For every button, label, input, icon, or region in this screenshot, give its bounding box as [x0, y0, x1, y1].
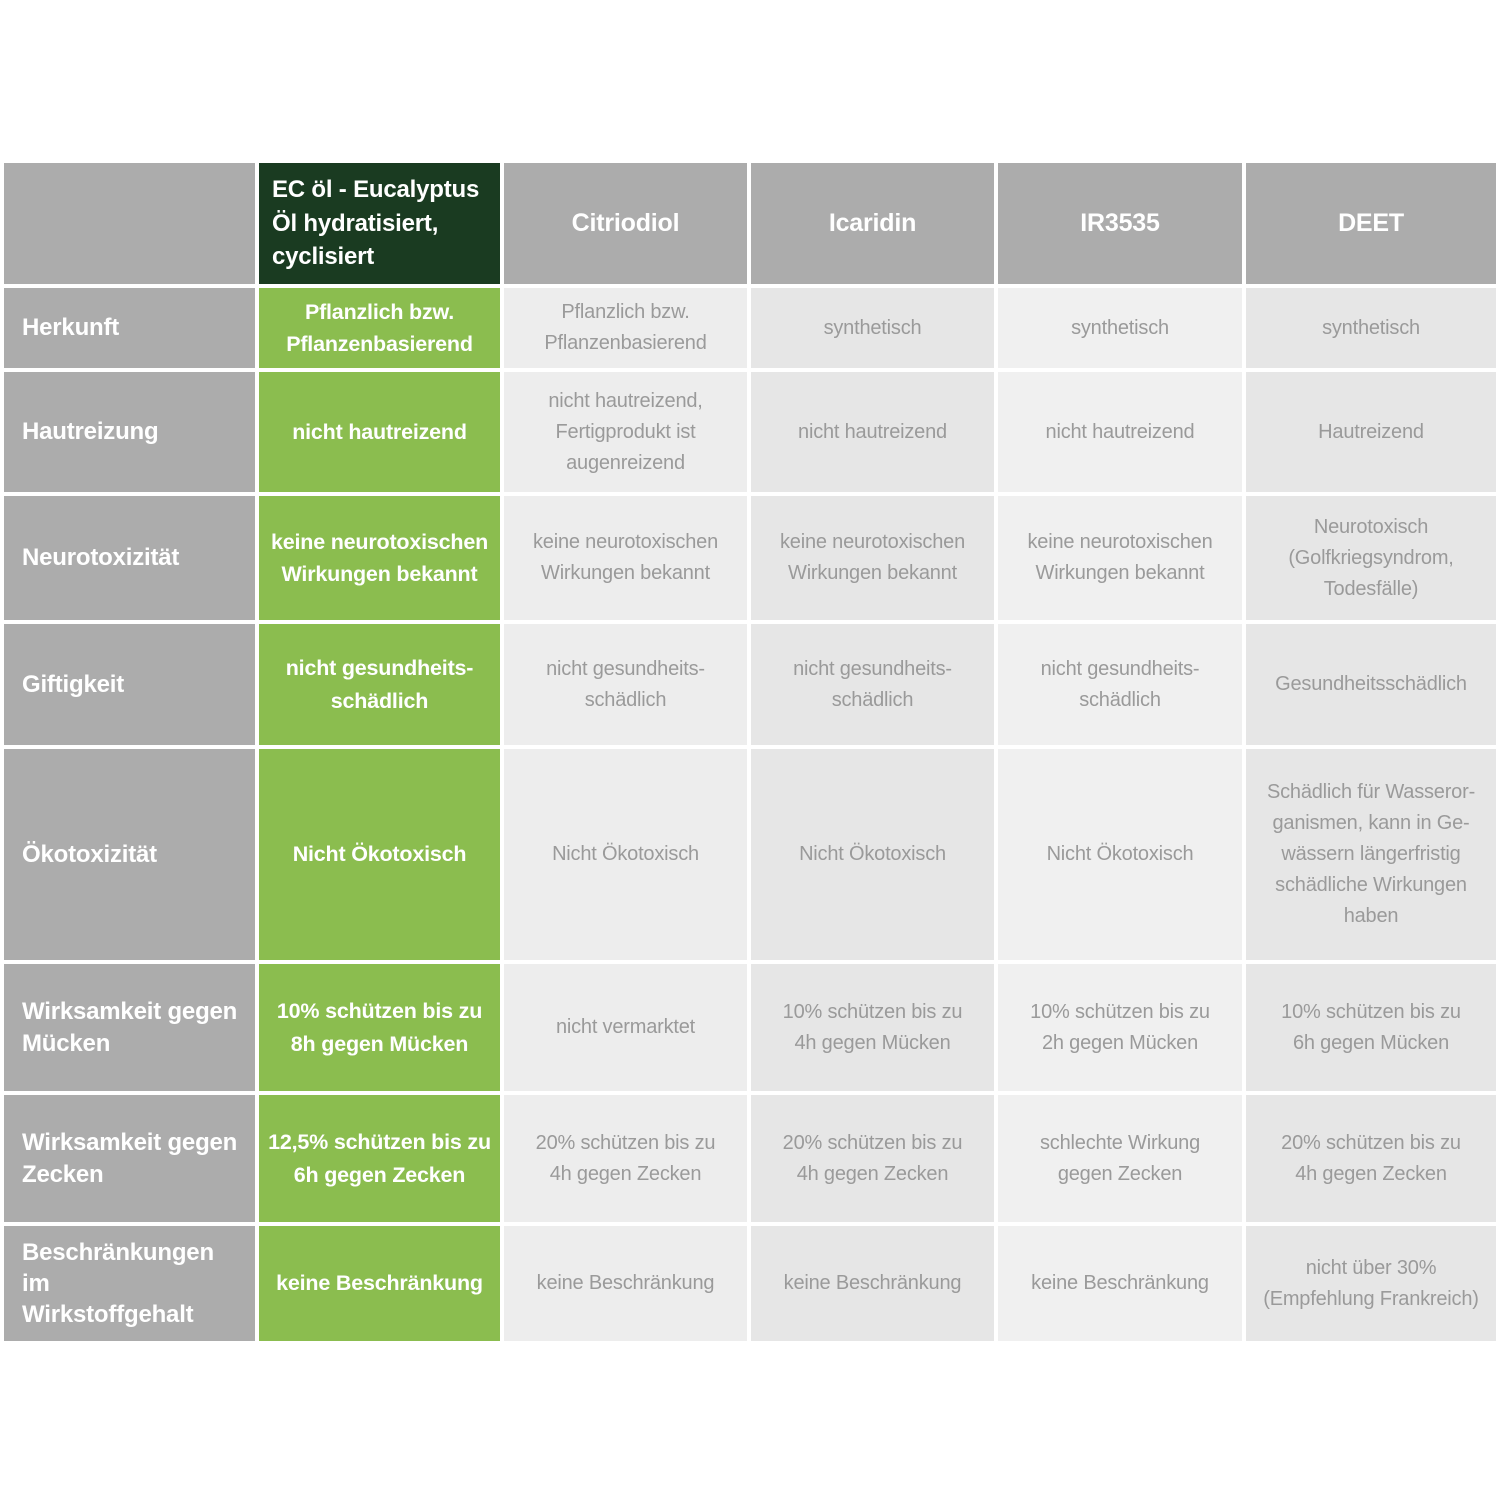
table-cell: Pflanzlich bzw. Pflanzenbasierend	[259, 288, 500, 368]
table-cell: nicht gesundheits- schädlich	[751, 624, 994, 745]
table-cell: keine Beschränkung	[504, 1226, 747, 1341]
table-cell: keine neurotoxischen Wirkungen bekannt	[259, 496, 500, 620]
table-cell: nicht hautreizend	[751, 372, 994, 492]
table-cell: schlechte Wirkung gegen Zecken	[998, 1095, 1242, 1222]
table-cell: nicht hautreizend, Fertigprodukt ist aug…	[504, 372, 747, 492]
table-cell: synthetisch	[751, 288, 994, 368]
table-cell: 20% schützen bis zu 4h gegen Zecken	[1246, 1095, 1496, 1222]
table-cell: 10% schützen bis zu 2h gegen Mücken	[998, 964, 1242, 1091]
table-cell: synthetisch	[1246, 288, 1496, 368]
table-cell: Schädlich für Wasseror- ganismen, kann i…	[1246, 749, 1496, 960]
table-cell: Nicht Ökotoxisch	[259, 749, 500, 960]
table-cell: Nicht Ökotoxisch	[504, 749, 747, 960]
table-cell: keine neurotoxischen Wirkungen bekannt	[504, 496, 747, 620]
table-cell: 20% schützen bis zu 4h gegen Zecken	[751, 1095, 994, 1222]
table-cell: Neurotoxisch (Golfkriegsyndrom, Todesfäl…	[1246, 496, 1496, 620]
table-cell: keine neurotoxischen Wirkungen bekannt	[751, 496, 994, 620]
table-cell: nicht gesundheits- schädlich	[998, 624, 1242, 745]
table-cell: synthetisch	[998, 288, 1242, 368]
header-cell-citriodiol: Citriodiol	[504, 163, 747, 284]
row-label-wirksamkeit-zecken: Wirksamkeit gegen Zecken	[4, 1095, 255, 1222]
table-cell: nicht vermarktet	[504, 964, 747, 1091]
table-cell: keine Beschränkung	[259, 1226, 500, 1341]
row-label-beschraenkungen: Beschränkungen im Wirkstoffgehalt	[4, 1226, 255, 1341]
table-cell: 10% schützen bis zu 8h gegen Mücken	[259, 964, 500, 1091]
table-cell: keine neurotoxischen Wirkungen bekannt	[998, 496, 1242, 620]
table-cell: 20% schützen bis zu 4h gegen Zecken	[504, 1095, 747, 1222]
header-cell-ec-oil: EC öl - Eucalyptus Öl hydratisiert, cycl…	[259, 163, 500, 284]
row-label-herkunft: Herkunft	[4, 288, 255, 368]
table-cell: 12,5% schützen bis zu 6h gegen Zecken	[259, 1095, 500, 1222]
table-cell: Pflanzlich bzw. Pflanzenbasierend	[504, 288, 747, 368]
table-cell: nicht hautreizend	[259, 372, 500, 492]
table-cell: nicht gesundheits- schädlich	[504, 624, 747, 745]
table-cell: keine Beschränkung	[751, 1226, 994, 1341]
header-corner-cell	[4, 163, 255, 284]
row-label-giftigkeit: Giftigkeit	[4, 624, 255, 745]
table-cell: Hautreizend	[1246, 372, 1496, 492]
comparison-table: EC öl - Eucalyptus Öl hydratisiert, cycl…	[4, 163, 1496, 1341]
table-cell: 10% schützen bis zu 6h gegen Mücken	[1246, 964, 1496, 1091]
header-cell-ir3535: IR3535	[998, 163, 1242, 284]
table-cell: Gesundheitsschädlich	[1246, 624, 1496, 745]
header-cell-deet: DEET	[1246, 163, 1496, 284]
row-label-neurotoxizitaet: Neurotoxizität	[4, 496, 255, 620]
table-cell: nicht hautreizend	[998, 372, 1242, 492]
row-label-hautreizung: Hautreizung	[4, 372, 255, 492]
table-cell: Nicht Ökotoxisch	[998, 749, 1242, 960]
table-cell: keine Beschränkung	[998, 1226, 1242, 1341]
table-cell: Nicht Ökotoxisch	[751, 749, 994, 960]
table-cell: nicht gesundheits- schädlich	[259, 624, 500, 745]
row-label-oekotoxizitaet: Ökotoxizität	[4, 749, 255, 960]
row-label-wirksamkeit-muecken: Wirksamkeit gegen Mücken	[4, 964, 255, 1091]
table-cell: nicht über 30% (Empfehlung Frankreich)	[1246, 1226, 1496, 1341]
table-cell: 10% schützen bis zu 4h gegen Mücken	[751, 964, 994, 1091]
header-cell-icaridin: Icaridin	[751, 163, 994, 284]
